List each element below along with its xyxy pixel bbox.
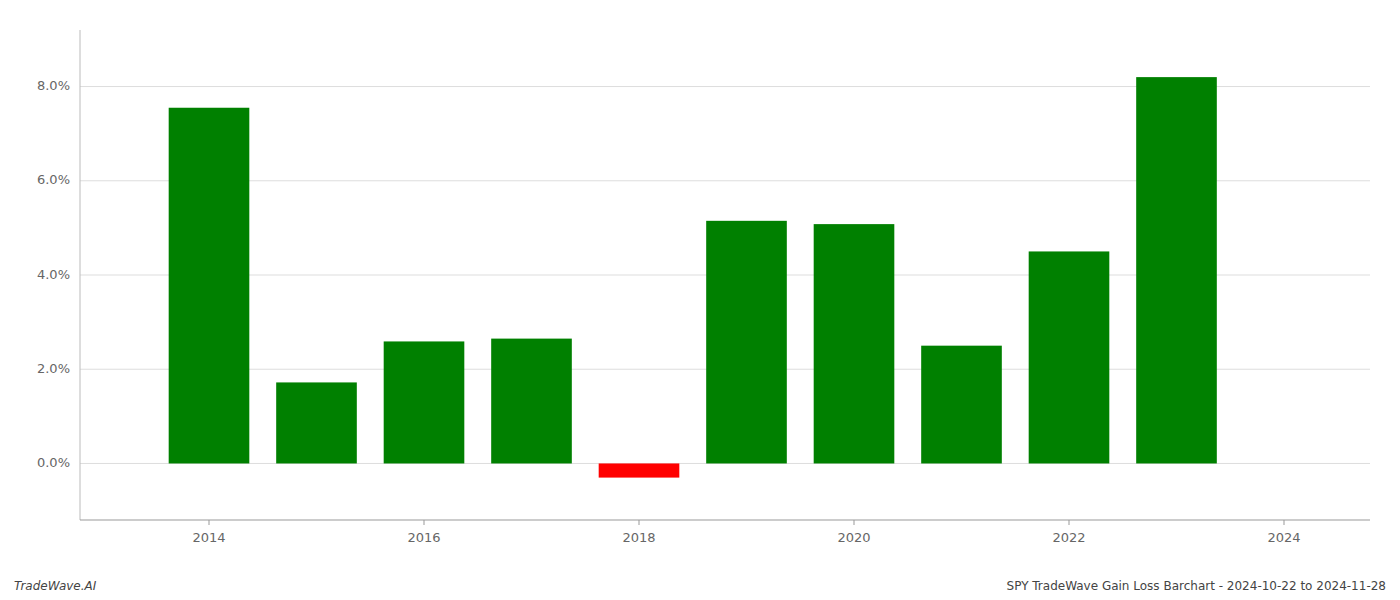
bars (169, 77, 1217, 477)
x-tick-label: 2022 (1052, 530, 1085, 545)
bar (1029, 251, 1110, 463)
x-tick (1069, 520, 1070, 525)
x-axis-line (80, 520, 1370, 521)
bar (169, 108, 250, 464)
x-tick (209, 520, 210, 525)
x-tick-label: 2014 (192, 530, 225, 545)
x-tick (639, 520, 640, 525)
x-tick-label: 2020 (837, 530, 870, 545)
chart-svg: 0.0% 2.0% 4.0% 6.0% 8.0% 2014 2016 2018 2020 2022… (0, 0, 1400, 600)
x-tick (854, 520, 855, 525)
axes: 0.0% 2.0% 4.0% 6.0% 8.0% 2014 2016 2018 2020 2022… (37, 30, 1370, 545)
x-tick-label: 2016 (407, 530, 440, 545)
x-tick (424, 520, 425, 525)
y-tick-label: 6.0% (37, 172, 70, 187)
bar (814, 224, 895, 463)
y-axis-line (80, 30, 81, 520)
footer-right: SPY TradeWave Gain Loss Barchart - 2024-… (1007, 579, 1386, 593)
chart-container: 0.0% 2.0% 4.0% 6.0% 8.0% 2014 2016 2018 2020 2022… (0, 0, 1400, 600)
y-tick-label: 0.0% (37, 455, 70, 470)
bar (921, 346, 1002, 464)
y-tick-label: 8.0% (37, 78, 70, 93)
bar (276, 382, 357, 463)
y-tick-label: 2.0% (37, 361, 70, 376)
bar (1136, 77, 1217, 463)
bar (384, 341, 465, 463)
bar (599, 463, 680, 477)
x-tick-label: 2024 (1267, 530, 1300, 545)
x-tick-label: 2018 (622, 530, 655, 545)
x-tick (1284, 520, 1285, 525)
y-tick-label: 4.0% (37, 267, 70, 282)
bar (491, 339, 572, 464)
bar (706, 221, 787, 464)
footer-left: TradeWave.AI (14, 579, 97, 593)
